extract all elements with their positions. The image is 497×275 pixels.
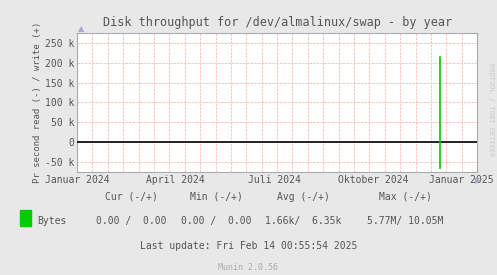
Text: 5.77M/ 10.05M: 5.77M/ 10.05M [367, 216, 443, 226]
Text: 1.66k/  6.35k: 1.66k/ 6.35k [265, 216, 341, 226]
Text: Max (-/+): Max (-/+) [379, 192, 431, 202]
Text: ▲: ▲ [78, 24, 84, 33]
Text: 0.00 /  0.00: 0.00 / 0.00 [96, 216, 167, 226]
Title: Disk throughput for /dev/almalinux/swap - by year: Disk throughput for /dev/almalinux/swap … [102, 16, 452, 29]
Text: ▶: ▶ [475, 176, 481, 185]
Text: Last update: Fri Feb 14 00:55:54 2025: Last update: Fri Feb 14 00:55:54 2025 [140, 241, 357, 251]
Text: Avg (-/+): Avg (-/+) [277, 192, 330, 202]
Text: Munin 2.0.56: Munin 2.0.56 [219, 263, 278, 272]
Text: Cur (-/+): Cur (-/+) [105, 192, 158, 202]
Y-axis label: Pr second read (-) / write (+): Pr second read (-) / write (+) [33, 22, 42, 183]
Text: 0.00 /  0.00: 0.00 / 0.00 [181, 216, 251, 226]
Text: Bytes: Bytes [37, 216, 66, 226]
Text: Min (-/+): Min (-/+) [190, 192, 243, 202]
Text: RRDTOOL / TOBI OETIKER: RRDTOOL / TOBI OETIKER [488, 63, 494, 157]
